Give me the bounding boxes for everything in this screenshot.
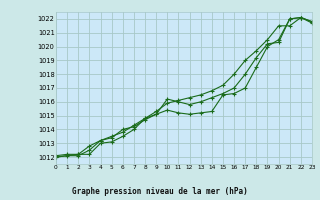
Text: Graphe pression niveau de la mer (hPa): Graphe pression niveau de la mer (hPa) [72, 187, 248, 196]
